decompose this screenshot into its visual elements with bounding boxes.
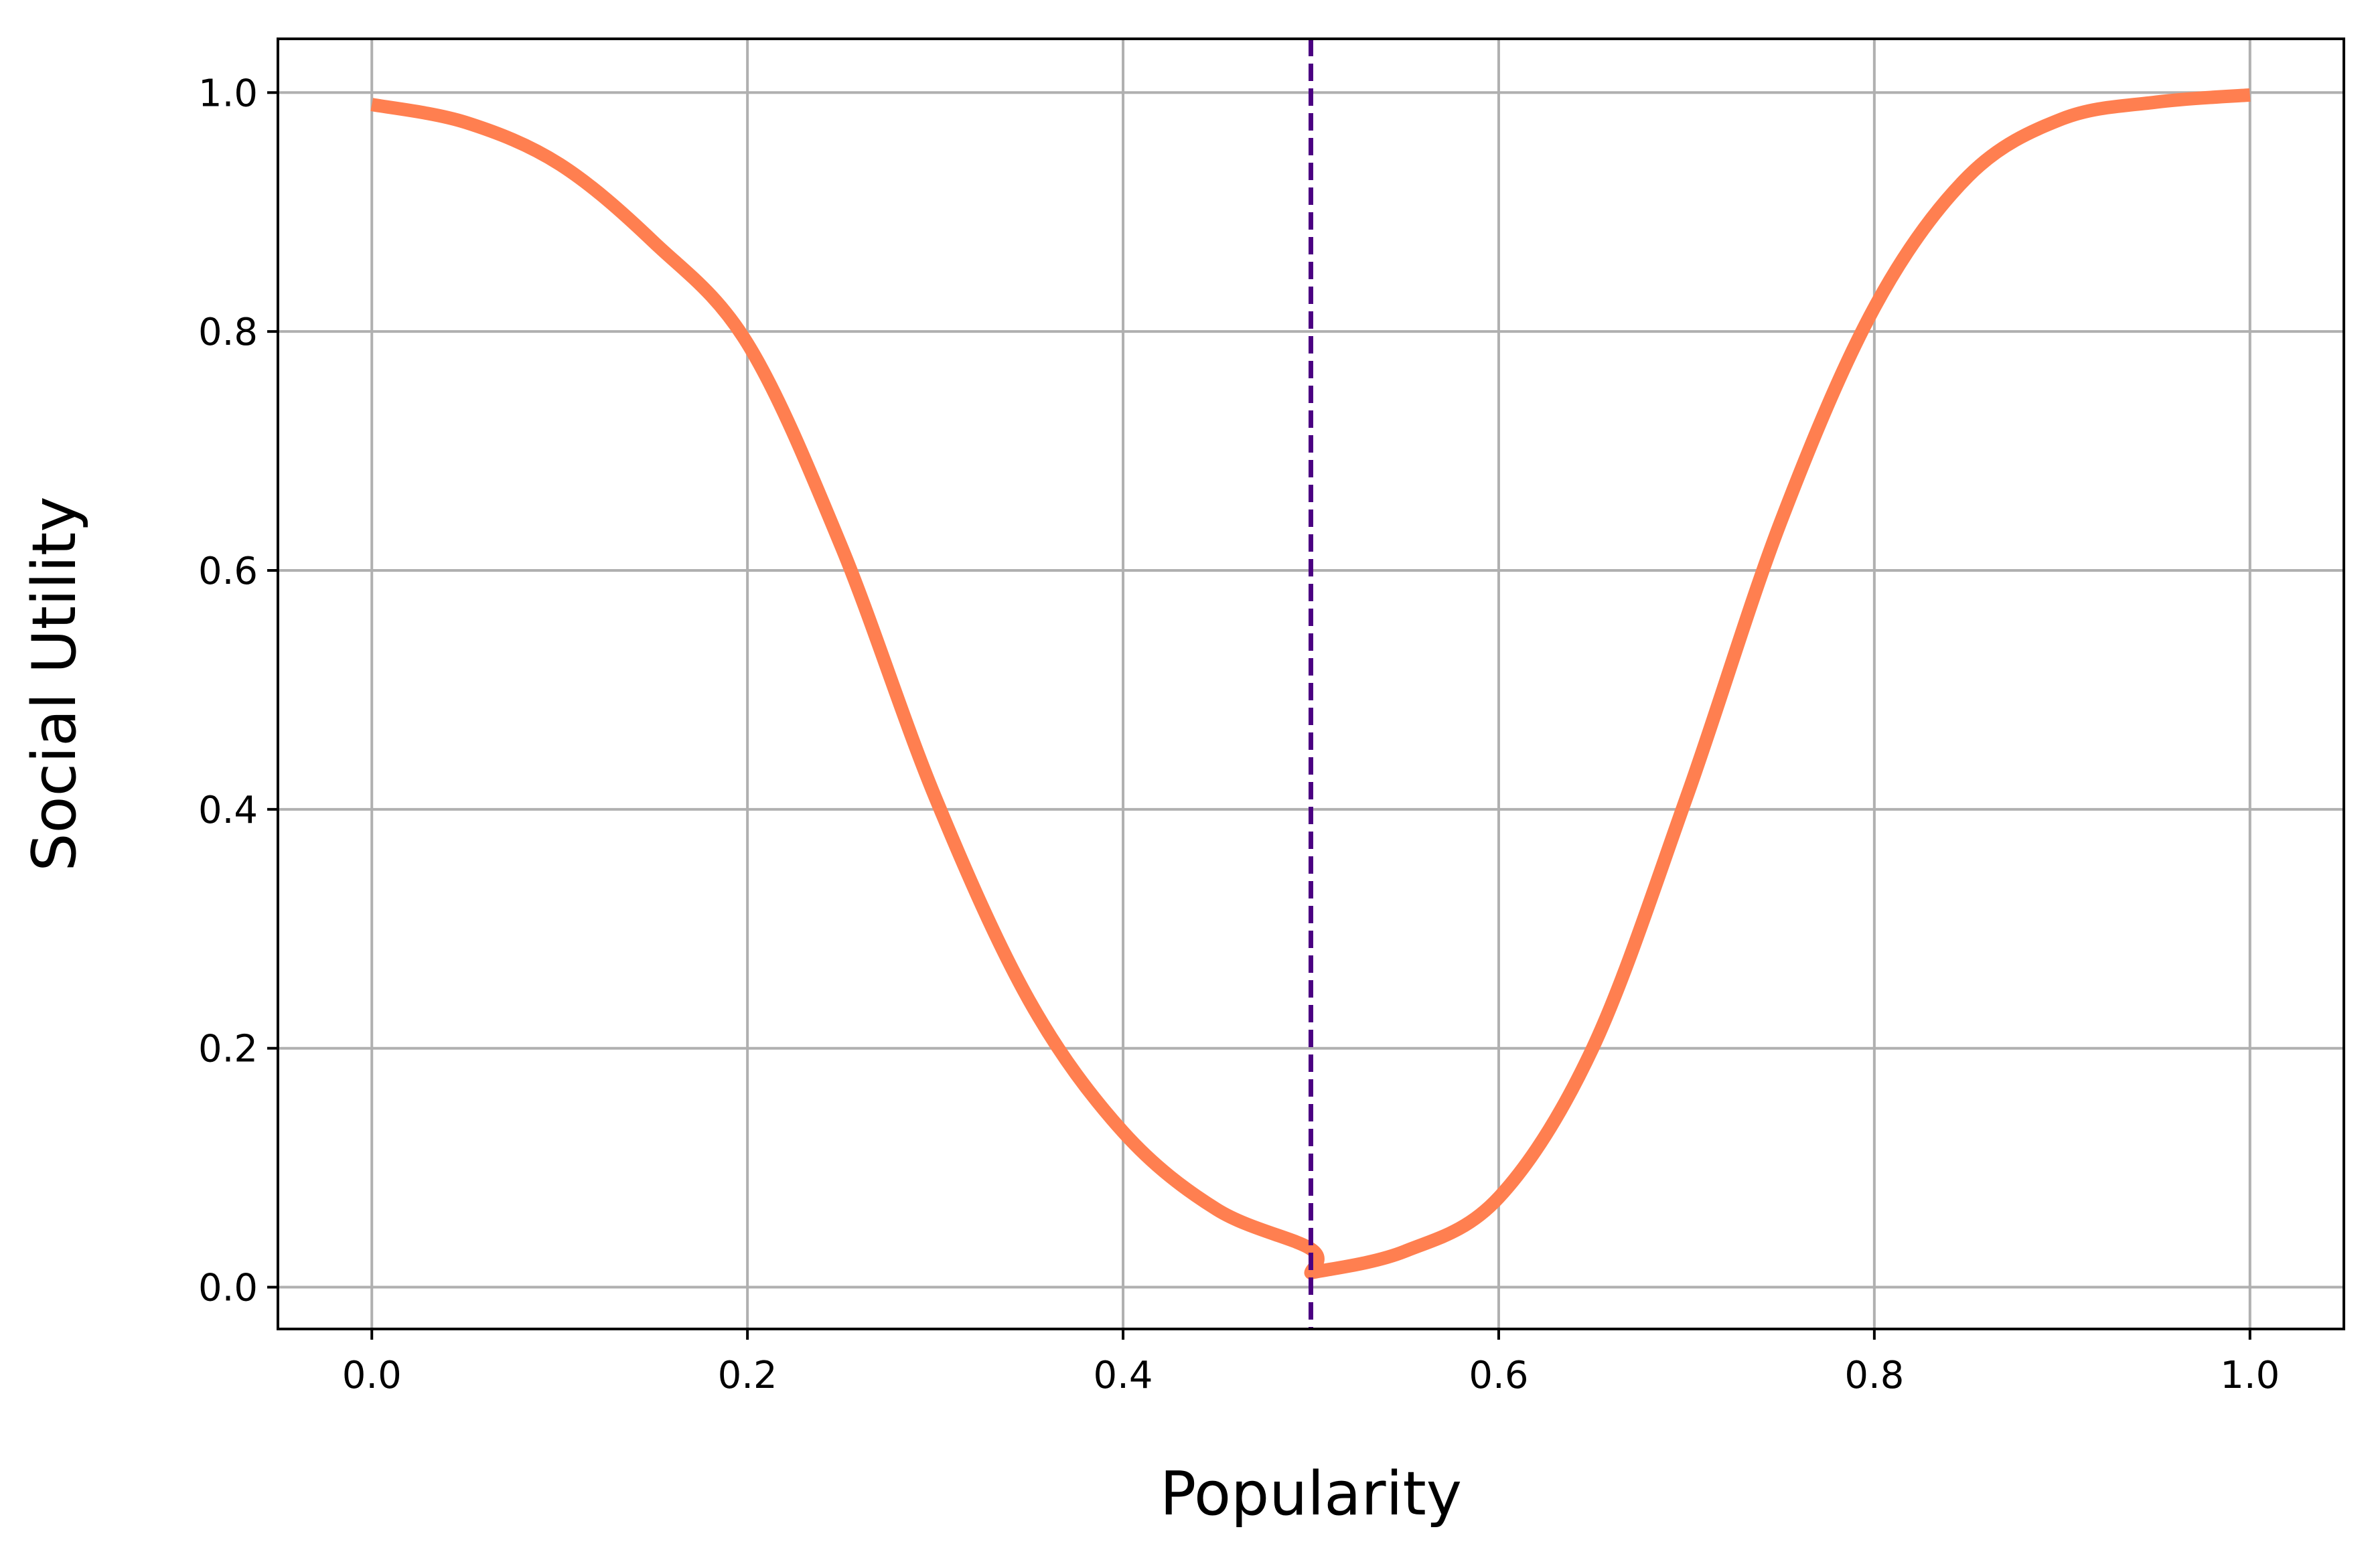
y-tick-label: 1.0 — [198, 72, 258, 115]
y-tick-label: 0.8 — [198, 311, 258, 354]
x-tick-label: 1.0 — [2220, 1354, 2280, 1397]
x-axis-label: Popularity — [1160, 1459, 1462, 1529]
y-tick-label: 0.4 — [198, 789, 258, 832]
x-tick-label: 0.8 — [1844, 1354, 1904, 1397]
y-axis-ticks: 0.0 0.2 0.4 0.6 0.8 1.0 — [198, 72, 278, 1310]
x-axis-ticks: 0.0 0.2 0.4 0.6 0.8 1.0 — [342, 1329, 2280, 1397]
axes-frame — [277, 37, 2345, 1330]
y-tick-label: 0.6 — [198, 550, 258, 593]
plot-area — [370, 39, 2251, 1329]
x-tick-label: 0.0 — [342, 1354, 402, 1397]
y-tick-label: 0.0 — [198, 1267, 258, 1310]
x-tick-label: 0.4 — [1094, 1354, 1153, 1397]
x-tick-label: 0.2 — [718, 1354, 777, 1397]
y-axis-label: Social Utility — [19, 496, 90, 871]
y-tick-label: 0.2 — [198, 1028, 258, 1071]
series-line-0 — [370, 88, 2251, 1280]
x-tick-label: 0.6 — [1469, 1354, 1528, 1397]
